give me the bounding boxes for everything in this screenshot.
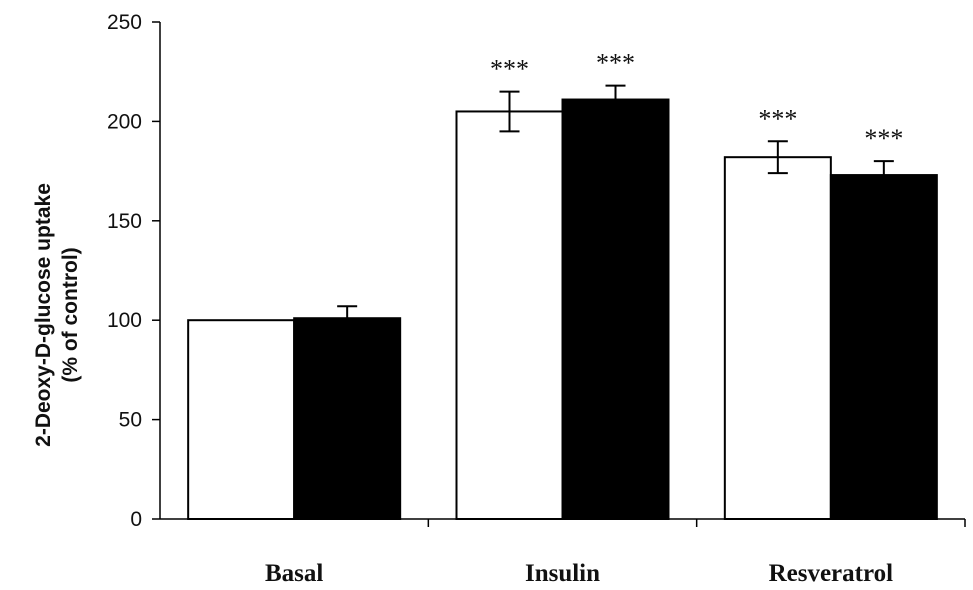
category-label: Insulin [525, 560, 600, 587]
bar [187, 319, 296, 521]
y-axis-title-line-1: 2-Deoxy-D-glucose uptake [32, 183, 55, 447]
y-tick-label: 250 [107, 11, 142, 34]
bar [829, 174, 938, 521]
y-axis-title: 2-Deoxy-D-glucose uptake (% of control) [32, 183, 82, 447]
labels: Basal *** *** Insulin *** *** Resveratrol [265, 49, 903, 587]
y-tick-label: 200 [107, 110, 142, 133]
y-tick-label: 0 [130, 508, 142, 531]
y-tick-label: 150 [107, 210, 142, 233]
significance-label: *** [596, 49, 635, 78]
bar [723, 156, 832, 521]
significance-label: *** [758, 104, 797, 133]
bar [455, 110, 564, 521]
category-label: Basal [265, 560, 323, 587]
y-tick-label: 50 [119, 409, 142, 432]
bar [293, 317, 402, 520]
bar [561, 98, 670, 520]
category-label: Resveratrol [769, 560, 894, 587]
significance-label: *** [864, 124, 903, 153]
bars [187, 84, 938, 521]
significance-label: *** [490, 55, 529, 84]
y-tick-label: 100 [107, 309, 142, 332]
y-axis-title-line-2: (% of control) [59, 247, 82, 382]
